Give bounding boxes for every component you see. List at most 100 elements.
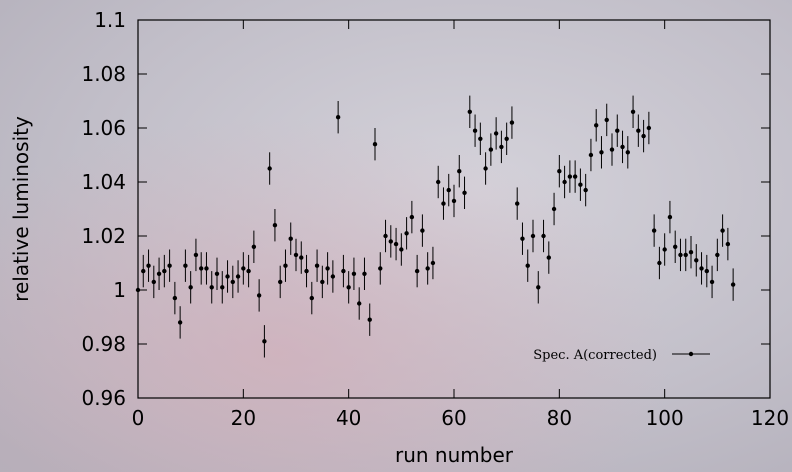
data-point	[472, 128, 478, 133]
legend-label: Spec. A(corrected)	[533, 348, 657, 363]
x-tick-label: 100	[646, 406, 684, 430]
data-point	[451, 198, 457, 204]
data-point	[404, 231, 409, 236]
data-point	[594, 123, 599, 128]
data-point	[562, 179, 567, 185]
x-tick-label: 0	[132, 406, 145, 430]
data-point	[378, 266, 383, 271]
data-point	[641, 133, 646, 139]
data-point	[441, 201, 446, 206]
data-point	[267, 166, 272, 171]
data-point	[604, 117, 609, 123]
data-point	[520, 236, 525, 241]
data-point	[599, 150, 604, 155]
data-point	[362, 271, 367, 276]
y-tick-label: 1.06	[81, 116, 126, 140]
data-point	[525, 263, 530, 268]
x-tick-label: 60	[441, 406, 466, 430]
legend-marker	[688, 351, 694, 357]
data-point	[699, 266, 704, 271]
data-point	[193, 252, 199, 258]
data-point	[625, 150, 630, 155]
data-point	[615, 128, 620, 133]
data-point	[246, 268, 251, 274]
data-point	[462, 190, 467, 195]
data-point	[457, 169, 462, 174]
data-point	[320, 279, 325, 285]
data-point	[383, 233, 388, 239]
data-point	[393, 241, 399, 247]
data-point	[357, 301, 362, 306]
data-point	[683, 252, 688, 258]
data-point	[636, 128, 641, 133]
data-point	[557, 169, 562, 174]
data-point	[688, 250, 694, 255]
data-point	[546, 255, 551, 260]
data-point	[409, 214, 415, 220]
data-point	[209, 285, 214, 290]
data-point	[694, 258, 699, 263]
data-point	[488, 147, 494, 152]
data-point	[515, 201, 520, 206]
data-point	[225, 274, 230, 279]
data-point	[583, 187, 588, 193]
x-tick-label: 120	[751, 406, 789, 430]
data-point	[704, 268, 709, 274]
data-point	[278, 279, 283, 285]
data-point	[188, 285, 193, 290]
data-point	[720, 228, 725, 233]
data-point	[493, 131, 499, 136]
data-point	[609, 147, 615, 152]
data-point	[214, 271, 220, 276]
data-point	[230, 279, 235, 285]
y-tick-label: 0.98	[81, 332, 126, 356]
data-point	[530, 233, 536, 239]
data-point	[314, 263, 320, 268]
data-point	[478, 136, 483, 141]
data-point	[220, 285, 225, 290]
data-point	[272, 223, 278, 228]
data-point	[372, 142, 378, 147]
data-point	[662, 247, 667, 252]
data-point	[730, 282, 736, 287]
data-point	[504, 136, 509, 141]
data-point	[430, 260, 436, 266]
data-point	[446, 187, 451, 193]
data-point	[346, 285, 351, 290]
data-point	[536, 285, 541, 290]
data-point	[499, 144, 504, 150]
data-point	[388, 239, 393, 244]
data-point	[588, 152, 594, 158]
y-tick-label: 1	[113, 278, 126, 302]
data-point	[293, 252, 299, 258]
data-point	[567, 174, 573, 179]
data-point	[715, 252, 720, 258]
data-point	[241, 266, 246, 271]
data-point	[678, 252, 683, 258]
data-point	[204, 266, 209, 271]
data-point	[667, 214, 673, 220]
data-point	[251, 244, 257, 249]
data-point	[620, 144, 625, 150]
y-tick-label: 1.04	[81, 170, 126, 194]
data-point	[256, 293, 262, 298]
data-point	[367, 317, 372, 322]
data-point	[436, 179, 441, 185]
data-point	[420, 228, 425, 233]
data-point	[325, 266, 330, 271]
data-point	[309, 295, 314, 301]
data-point	[262, 339, 267, 344]
data-point	[483, 166, 488, 171]
data-point	[630, 109, 636, 115]
data-point	[151, 279, 156, 285]
data-point	[199, 266, 204, 271]
data-point	[551, 206, 557, 212]
data-point	[651, 228, 657, 233]
data-point	[335, 115, 341, 120]
data-point	[235, 274, 241, 279]
y-tick-label: 0.96	[81, 386, 126, 410]
data-point	[177, 320, 183, 325]
data-point	[709, 279, 715, 285]
data-point	[162, 268, 167, 274]
x-axis-title: run number	[395, 443, 514, 467]
